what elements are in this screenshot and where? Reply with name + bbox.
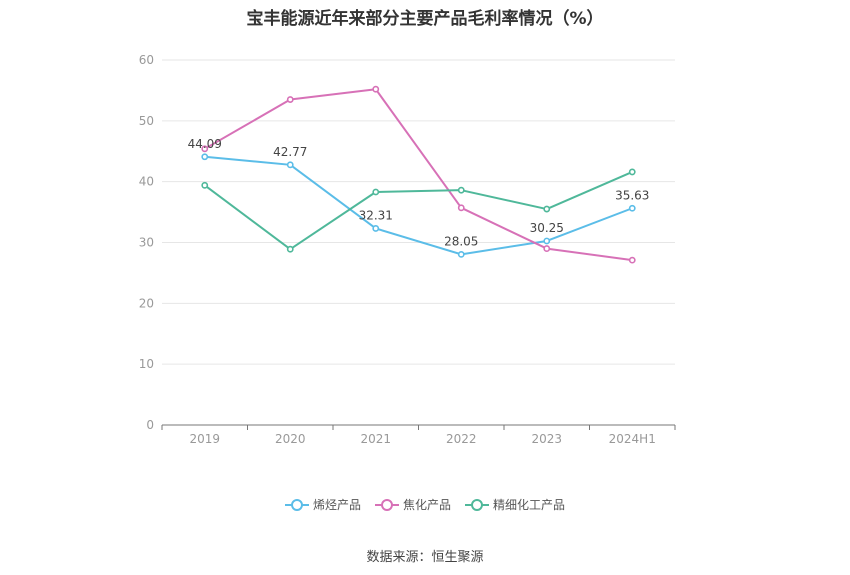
- data-point: [286, 96, 294, 103]
- x-tick-label: 2019: [189, 432, 220, 446]
- legend-label: 精细化工产品: [493, 498, 566, 512]
- data-point: [543, 245, 551, 252]
- y-tick-label: 20: [139, 296, 154, 310]
- data-point: [372, 85, 380, 93]
- legend-item-0[interactable]: 烯烃产品: [284, 496, 361, 513]
- x-tick-label: 2022: [446, 432, 477, 446]
- data-point: [201, 153, 209, 161]
- data-label: 44.09: [188, 137, 222, 151]
- data-label: 30.25: [530, 221, 564, 235]
- axes: 0 10 20 30 40 50 60 2019 2020 2021 2022 2023 2024H1: [139, 53, 676, 446]
- data-point: [201, 181, 209, 189]
- y-tick-label: 10: [139, 357, 154, 371]
- series-line-2: [204, 171, 633, 251]
- data-point: [457, 204, 465, 212]
- data-point: [628, 256, 636, 264]
- data-point: [286, 161, 294, 169]
- data-point: [543, 237, 551, 245]
- legend-swatch-icon: [374, 498, 399, 511]
- chart-title: 宝丰能源近年来部分主要产品毛利率情况（%）: [246, 9, 604, 29]
- legend-item-1[interactable]: 焦化产品: [374, 496, 451, 513]
- data-label: 32.31: [359, 208, 393, 222]
- data-point: [201, 145, 209, 153]
- data-point: [372, 225, 380, 232]
- x-tick-label: 2023: [531, 432, 562, 446]
- y-tick-label: 30: [139, 236, 154, 250]
- data-point: [628, 204, 636, 212]
- legend-label: 烯烃产品: [312, 498, 361, 512]
- data-point: [286, 245, 294, 253]
- legend-item-2[interactable]: 精细化工产品: [465, 496, 565, 513]
- y-tick-label: 40: [139, 175, 154, 189]
- source-note: 数据来源：恒生聚源: [366, 550, 484, 565]
- legend: 烯烃产品 焦化产品 精细化工产品: [0, 496, 850, 513]
- legend-swatch-icon: [465, 498, 489, 511]
- legend-label: 焦化产品: [402, 498, 451, 512]
- series-lines: [201, 85, 636, 264]
- grid-lines: [162, 59, 675, 365]
- data-label: 28.05: [444, 234, 478, 248]
- data-point: [628, 168, 636, 176]
- y-tick-label: 60: [139, 53, 154, 67]
- series-line-1: [204, 88, 633, 262]
- data-point: [372, 188, 380, 196]
- y-tick-label: 50: [139, 114, 154, 128]
- data-labels: 44.09 42.77 32.31 28.05 30.25 35.63: [188, 137, 650, 249]
- data-point: [457, 186, 465, 194]
- data-label: 42.77: [273, 145, 307, 159]
- series-line-0: [204, 155, 633, 256]
- data-label: 35.63: [615, 188, 649, 202]
- x-tick-label: 2020: [275, 432, 306, 446]
- data-point: [457, 250, 465, 258]
- legend-swatch-icon: [284, 498, 309, 511]
- y-tick-label: 0: [146, 418, 154, 432]
- data-point: [543, 205, 551, 213]
- x-tick-label: 2021: [360, 432, 391, 446]
- x-tick-label: 2024H1: [609, 432, 656, 446]
